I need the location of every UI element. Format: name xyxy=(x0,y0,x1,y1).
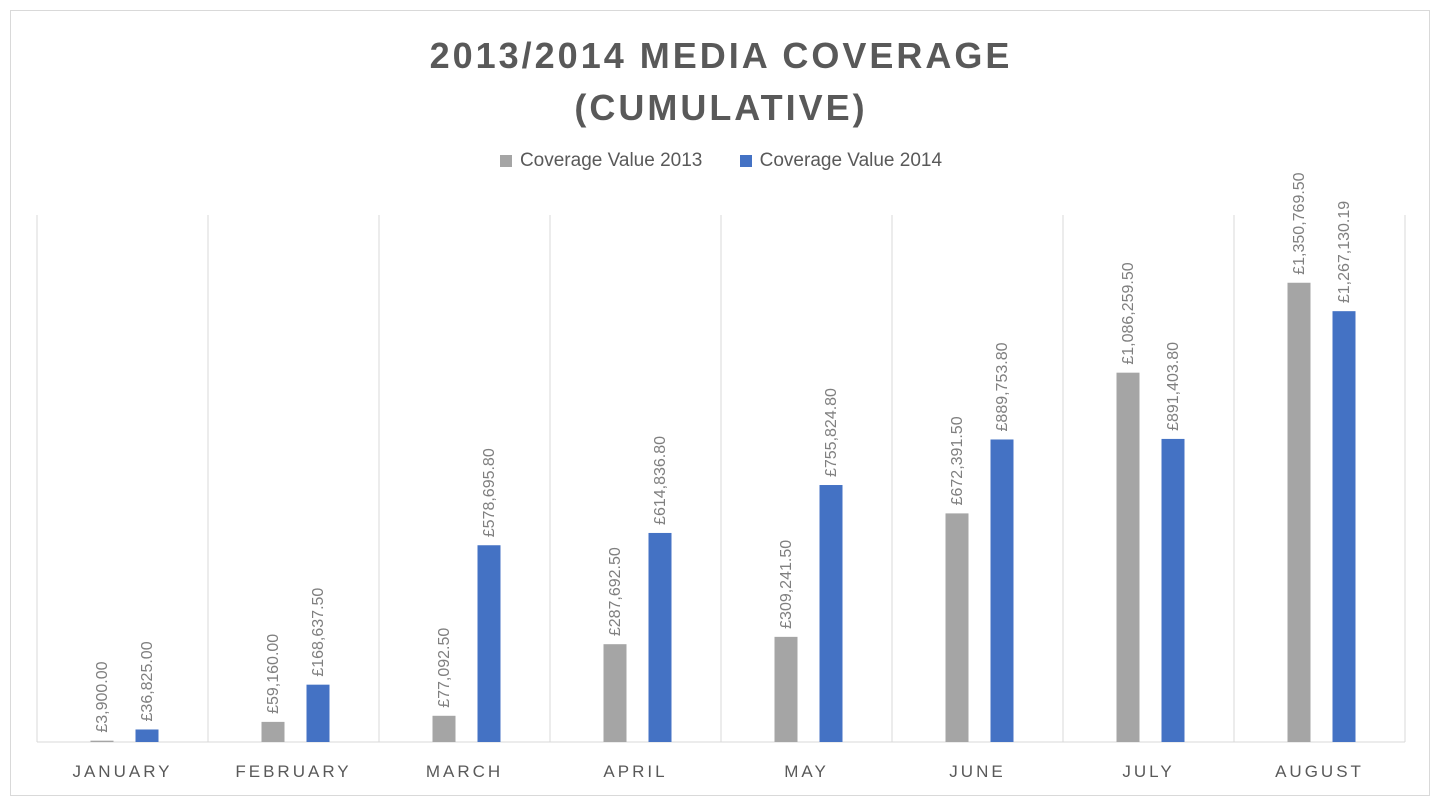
data-label-2013: £59,160.00 xyxy=(265,634,282,714)
bar-2014 xyxy=(135,729,159,742)
bar-2014 xyxy=(990,439,1014,742)
data-label-2014: £36,825.00 xyxy=(139,641,156,721)
x-tick-label: JUNE xyxy=(949,762,1005,781)
chart-title-line: 2013/2014 MEDIA COVERAGE xyxy=(429,35,1013,76)
legend-swatch-2013 xyxy=(499,155,512,167)
bar-2013 xyxy=(1287,282,1311,742)
bar-2013 xyxy=(603,644,627,742)
bar-2013 xyxy=(432,715,456,742)
data-label-2013: £1,350,769.50 xyxy=(1291,172,1308,274)
data-label-2013: £1,086,259.50 xyxy=(1120,262,1137,364)
chart-frame xyxy=(10,10,1430,796)
bar-2014 xyxy=(648,532,672,742)
bar-2014 xyxy=(1161,438,1185,742)
bar-2013 xyxy=(774,636,798,742)
x-tick-label: JANUARY xyxy=(72,762,172,781)
bar-2014 xyxy=(306,684,330,742)
bar-2014 xyxy=(1332,311,1356,742)
x-tick-label: FEBRUARY xyxy=(235,762,351,781)
x-tick-label: APRIL xyxy=(603,762,667,781)
data-label-2013: £77,092.50 xyxy=(436,628,453,708)
legend-label-2014: Coverage Value 2014 xyxy=(759,150,943,171)
bar-2013 xyxy=(945,513,969,742)
data-label-2013: £672,391.50 xyxy=(949,416,966,505)
data-label-2013: £3,900.00 xyxy=(94,661,111,732)
bar-2014 xyxy=(819,485,843,742)
bar-2013 xyxy=(1116,372,1140,742)
data-label-2014: £614,836.80 xyxy=(652,436,669,525)
x-tick-label: MARCH xyxy=(426,762,503,781)
chart-legend: Coverage Value 2013 Coverage Value 2014 xyxy=(0,150,1442,173)
bar-2013 xyxy=(90,740,114,742)
data-label-2014: £168,637.50 xyxy=(310,588,327,677)
legend-item-2013: Coverage Value 2013 xyxy=(499,150,703,172)
chart-title-line: (CUMULATIVE) xyxy=(574,87,868,128)
bar-2014 xyxy=(477,545,501,742)
data-label-2013: £309,241.50 xyxy=(778,540,795,629)
legend-item-2014: Coverage Value 2014 xyxy=(739,150,943,172)
legend-label-2013: Coverage Value 2013 xyxy=(519,150,703,171)
chart-title: 2013/2014 MEDIA COVERAGE (CUMULATIVE) xyxy=(0,30,1442,134)
data-label-2013: £287,692.50 xyxy=(607,547,624,636)
x-tick-label: MAY xyxy=(784,762,829,781)
data-label-2014: £578,695.80 xyxy=(481,448,498,537)
bar-2013 xyxy=(261,721,285,742)
x-tick-label: JULY xyxy=(1122,762,1174,781)
x-tick-label: AUGUST xyxy=(1275,762,1364,781)
data-label-2014: £891,403.80 xyxy=(1165,342,1182,431)
data-label-2014: £1,267,130.19 xyxy=(1336,201,1353,303)
data-label-2014: £755,824.80 xyxy=(823,388,840,477)
data-label-2014: £889,753.80 xyxy=(994,342,1011,431)
legend-swatch-2014 xyxy=(739,155,752,167)
